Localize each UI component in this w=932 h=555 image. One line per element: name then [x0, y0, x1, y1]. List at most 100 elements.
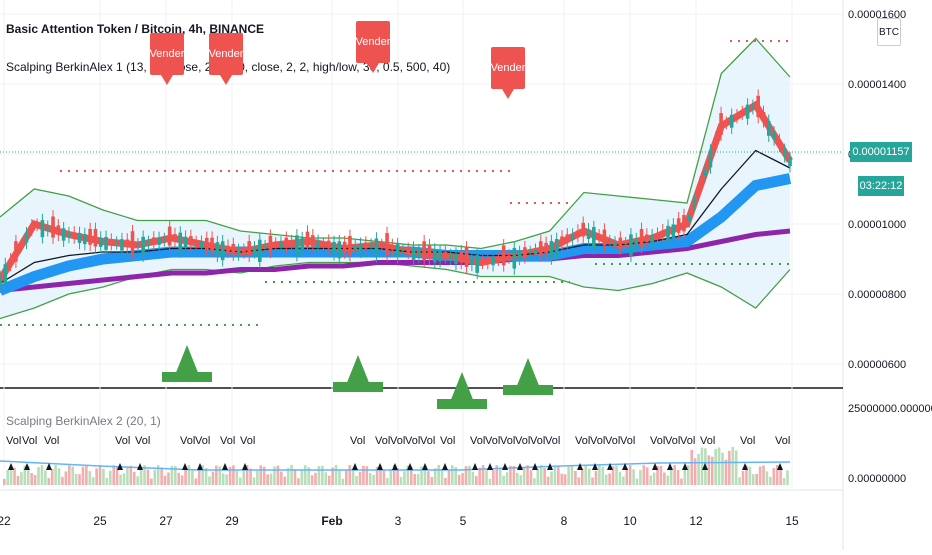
- volume-bar: [187, 465, 191, 485]
- volume-bar: [331, 467, 334, 485]
- candle-body: [788, 157, 792, 167]
- candle-body: [761, 111, 766, 122]
- volume-bar: [167, 472, 170, 485]
- buy-signal-triangle: [346, 355, 370, 385]
- volume-bar: [779, 469, 782, 485]
- time-tick-label: Feb: [321, 514, 342, 528]
- candle-body: [491, 256, 495, 266]
- sell-signal-label: Vender: [209, 33, 243, 85]
- candle-body: [756, 95, 760, 118]
- time-tick-label: 5: [460, 514, 467, 528]
- volume-spike-label: Vol: [620, 435, 635, 447]
- volume-bar: [286, 468, 290, 485]
- candle-body: [565, 234, 570, 243]
- candle-body: [204, 237, 209, 250]
- volume-bar: [351, 467, 355, 485]
- volume-bar: [348, 465, 352, 485]
- volume-axis[interactable]: 25000000.00000000 0.00000000: [848, 403, 932, 485]
- candle-body: [390, 244, 395, 250]
- volume-bar: [180, 475, 184, 485]
- volume-bar: [775, 465, 779, 485]
- time-axis[interactable]: 22 25 27 29 Feb 3 5 8 10 12 15: [0, 514, 799, 528]
- currency-badge[interactable]: BTC: [877, 18, 901, 46]
- volume-spike-label: Vol: [700, 435, 715, 447]
- volume-bar: [591, 477, 594, 485]
- volume-bar: [399, 477, 403, 485]
- volume-bar: [345, 469, 348, 485]
- volume-spike-label: Vol: [390, 435, 405, 447]
- candle-body: [417, 250, 421, 257]
- candle-body: [766, 120, 771, 136]
- volume-bar: [30, 472, 33, 485]
- candle-body: [374, 238, 379, 257]
- candle-body: [369, 244, 373, 248]
- chart-title[interactable]: Basic Attention Token / Bitcoin, 4h, BIN…: [6, 22, 265, 36]
- candle-body: [125, 239, 130, 247]
- candle-body: [401, 249, 405, 251]
- volume-bar: [280, 471, 283, 485]
- candle-body: [348, 235, 352, 255]
- volume-bar: [468, 465, 471, 485]
- volume-spike-label: Vol: [605, 435, 620, 447]
- volume-bar: [160, 467, 163, 485]
- indicator-legend-2[interactable]: Scalping BerkinAlex 2 (20, 1): [6, 414, 161, 428]
- candle-body: [114, 242, 119, 244]
- volume-spike-marker: [702, 463, 708, 470]
- volume-bar: [782, 478, 786, 485]
- candle-body: [708, 150, 713, 168]
- time-tick-label: 27: [159, 514, 173, 528]
- volume-spike-marker: [517, 463, 523, 470]
- volume-spike-marker: [487, 463, 493, 470]
- candle-body: [332, 241, 336, 255]
- candle-body: [427, 245, 432, 259]
- volume-bar: [184, 467, 187, 485]
- candle-body: [554, 238, 559, 255]
- volume-spike-marker: [137, 463, 143, 470]
- volume-spike-label: Vol: [740, 435, 755, 447]
- volume-bar: [341, 478, 345, 485]
- candle-body: [692, 200, 697, 206]
- volume-bar: [122, 473, 126, 485]
- candle-body: [666, 225, 670, 242]
- candle-body: [353, 246, 358, 250]
- volume-bar: [252, 477, 256, 485]
- candle-body: [777, 139, 782, 146]
- volume-bar: [310, 475, 314, 485]
- volume-spike-marker: [777, 463, 783, 470]
- volume-spike-label: Vol: [530, 435, 545, 447]
- volume-bar: [105, 477, 109, 485]
- volume-bar: [40, 465, 44, 485]
- volume-bar: [512, 466, 516, 485]
- volume-bar: [693, 458, 697, 485]
- volume-pane: Vol Vol Vol Vol Vol Vol Vol Vol Vol Vol Vol Vol Vol V…: [0, 435, 790, 485]
- candle-body: [263, 246, 267, 249]
- volume-bar: [215, 465, 218, 485]
- volume-bar: [321, 465, 324, 485]
- volume-bar: [273, 466, 276, 485]
- volume-bar: [338, 469, 341, 485]
- candle-body: [454, 253, 458, 264]
- candle-body: [247, 241, 251, 256]
- candle-body: [199, 241, 204, 248]
- candle-body: [162, 239, 167, 241]
- bollinger-upper-line: [0, 37, 791, 250]
- volume-bar: [529, 470, 533, 485]
- volume-bar: [714, 448, 717, 485]
- volume-spike-marker: [8, 463, 14, 470]
- candle-body: [311, 235, 315, 247]
- candle-body: [751, 105, 755, 109]
- candle-body: [273, 243, 278, 246]
- volume-bar: [23, 465, 27, 485]
- time-tick-label: 3: [395, 514, 402, 528]
- candle-body: [724, 122, 729, 124]
- candle-body: [570, 234, 575, 241]
- volume-bar: [731, 447, 735, 485]
- volume-bar: [710, 456, 714, 485]
- candle-body: [364, 242, 368, 249]
- volume-bar: [297, 478, 300, 485]
- candle-body: [422, 241, 426, 261]
- candle-body: [719, 113, 723, 135]
- candle-body: [268, 235, 273, 252]
